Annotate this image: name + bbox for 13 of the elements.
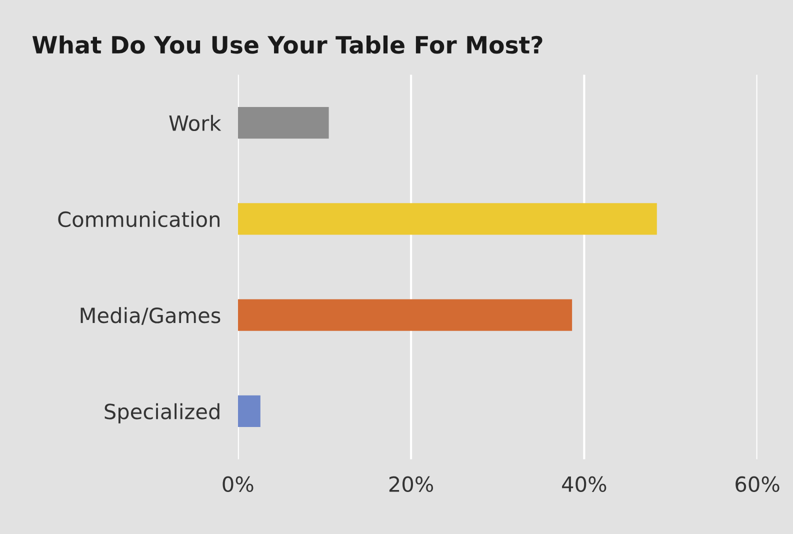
bar [238,203,657,235]
bar [238,106,329,139]
x-tick-label: 60% [736,476,780,492]
bar [238,299,572,331]
y-tick-label: Communication [58,211,220,228]
x-tick-label: 40% [562,476,606,492]
x-tick-label: 20% [389,476,434,492]
y-tick-label: Work [169,114,222,132]
y-tick-label: Media/Games [80,307,220,325]
chart-title: What Do You Use Your Table For Most? [32,35,542,54]
bar [238,395,260,428]
y-tick-label: Specialized [104,403,220,424]
x-tick-label: 0% [222,476,254,492]
